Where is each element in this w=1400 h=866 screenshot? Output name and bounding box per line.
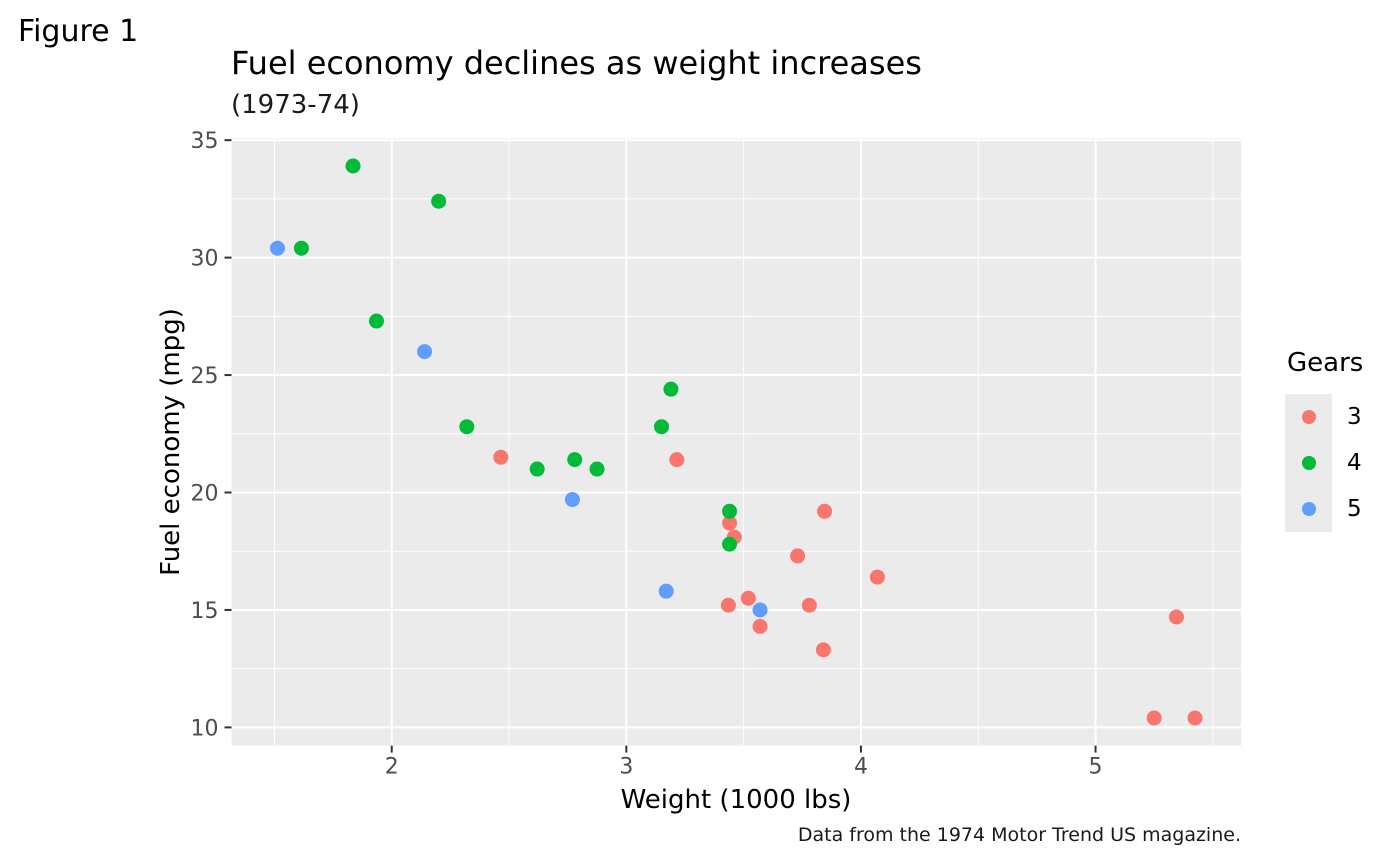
x-axis-title: Weight (1000 lbs) (620, 785, 852, 815)
data-point-gear-5 (564, 492, 580, 508)
data-point-gear-4 (293, 240, 309, 256)
data-point-gear-4 (459, 419, 475, 435)
data-point-gear-4 (345, 158, 361, 174)
y-tick-label: 35 (191, 129, 219, 154)
legend-dot-icon (1301, 456, 1316, 470)
data-point-gear-4 (589, 461, 605, 477)
data-point-gear-3 (669, 452, 685, 468)
data-point-gear-4 (567, 452, 583, 468)
y-tick-label: 10 (191, 716, 219, 741)
legend-dot-icon (1301, 502, 1316, 516)
data-point-gear-3 (720, 597, 736, 613)
plot-title: Fuel economy declines as weight increase… (231, 44, 922, 82)
data-point-gear-3 (1146, 710, 1162, 726)
data-point-gear-3 (869, 569, 885, 585)
data-point-gear-5 (417, 344, 433, 360)
panel-background (231, 138, 1241, 746)
data-point-gear-3 (493, 449, 509, 465)
data-point-gear-3 (801, 597, 817, 613)
x-tick-label: 4 (854, 755, 868, 780)
legend-key-box (1285, 440, 1332, 486)
data-point-gear-4 (654, 419, 670, 435)
legend-dot-icon (1301, 410, 1316, 424)
figure-tag: Figure 1 (18, 14, 139, 49)
plot-caption: Data from the 1974 Motor Trend US magazi… (797, 824, 1241, 846)
data-point-gear-5 (269, 240, 285, 256)
data-point-gear-3 (790, 548, 806, 564)
y-axis-title: Fuel economy (mpg) (156, 308, 186, 576)
data-point-gear-3 (1168, 609, 1184, 625)
data-point-gear-4 (368, 313, 384, 329)
legend-entry: 5 (1285, 486, 1363, 532)
data-point-gear-4 (722, 536, 738, 552)
plot-subtitle: (1973-74) (231, 90, 360, 120)
x-tick-label: 5 (1089, 755, 1103, 780)
legend-key-box (1285, 486, 1332, 532)
data-point-gear-5 (658, 583, 674, 599)
data-point-gear-3 (815, 642, 831, 658)
y-tick-label: 25 (191, 364, 219, 389)
data-point-gear-3 (752, 618, 768, 634)
data-point-gear-5 (752, 602, 768, 618)
legend-key-box (1285, 394, 1332, 440)
x-tick-label: 2 (385, 755, 399, 780)
y-tick-label: 20 (191, 482, 219, 507)
legend: Gears 3 4 5 (1285, 348, 1363, 532)
data-point-gear-3 (722, 515, 738, 531)
y-tick-label: 15 (191, 599, 219, 624)
legend-keys: 3 4 5 (1285, 394, 1363, 532)
data-point-gear-4 (529, 461, 545, 477)
legend-entry: 3 (1285, 394, 1363, 440)
legend-label: 4 (1347, 450, 1362, 476)
x-tick-label: 3 (619, 755, 633, 780)
data-point-gear-4 (663, 381, 679, 397)
legend-title: Gears (1287, 348, 1364, 378)
data-point-gear-4 (722, 503, 738, 519)
data-point-gear-4 (431, 193, 447, 209)
legend-label: 5 (1347, 496, 1362, 522)
data-point-gear-3 (817, 503, 833, 519)
data-point-gear-3 (1187, 710, 1203, 726)
legend-entry: 4 (1285, 440, 1363, 486)
data-point-gear-3 (740, 590, 756, 606)
legend-label: 3 (1347, 404, 1362, 430)
y-tick-label: 30 (191, 247, 219, 272)
